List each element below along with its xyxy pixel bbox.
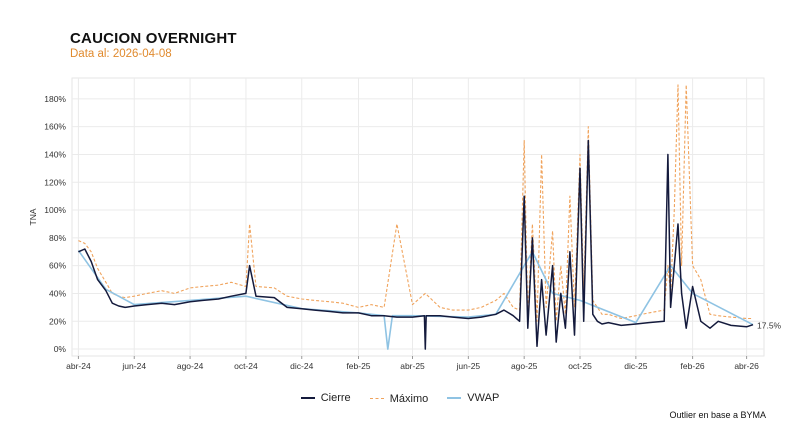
x-tick-label: ago-24 <box>177 361 204 371</box>
y-tick-label: 100% <box>44 205 66 215</box>
legend-swatch-cierre <box>300 397 315 399</box>
chart-footnote: Outlier en base a BYMA <box>669 410 766 420</box>
legend-label-maximo: Máximo <box>389 392 429 405</box>
chart-subtitle: Data al: 2026-04-08 <box>70 48 172 60</box>
series-line-vwap <box>77 249 754 350</box>
x-tick-label: abr-24 <box>66 361 91 371</box>
x-tick-label: ago-25 <box>511 361 538 371</box>
legend-label-vwap: VWAP <box>467 392 500 404</box>
x-tick-label: dic-25 <box>624 361 647 371</box>
x-tick-label: dic-24 <box>290 361 313 371</box>
y-axis-label: TNA <box>28 208 38 225</box>
x-tick-label: jun-24 <box>121 361 146 371</box>
x-tick-label: abr-25 <box>400 361 425 371</box>
plot-area <box>71 77 765 357</box>
x-tick-label: oct-24 <box>234 361 258 371</box>
x-tick-label: abr-26 <box>734 361 759 371</box>
y-tick-label: 140% <box>44 149 66 159</box>
legend-item-maximo: Máximo <box>369 392 429 405</box>
y-tick-label: 0% <box>54 344 67 354</box>
y-tick-label: 20% <box>49 316 66 326</box>
y-tick-label: 120% <box>44 177 66 187</box>
x-tick-label: feb-25 <box>346 361 370 371</box>
y-tick-label: 160% <box>44 122 66 132</box>
y-tick-label: 40% <box>49 288 66 298</box>
legend-label-cierre: Cierre <box>320 392 351 404</box>
series-line-cierre <box>78 139 754 350</box>
x-tick-label: jun-25 <box>456 361 481 371</box>
x-tick-label: feb-26 <box>681 361 705 371</box>
legend-swatch-maximo <box>369 398 384 399</box>
legend-swatch-vwap <box>447 397 462 399</box>
chart-legend: Cierre Máximo VWAP <box>0 390 800 405</box>
chart-title: CAUCION OVERNIGHT <box>70 30 237 47</box>
x-tick-label: oct-25 <box>568 361 592 371</box>
y-tick-label: 60% <box>49 261 66 271</box>
y-tick-label: 80% <box>49 233 66 243</box>
y-tick-label: 180% <box>44 94 66 104</box>
last-value-label: 17.5% <box>757 321 782 331</box>
series-line-maximo <box>78 84 753 322</box>
legend-item-vwap: VWAP <box>447 392 499 404</box>
legend-item-cierre: Cierre <box>300 392 351 404</box>
